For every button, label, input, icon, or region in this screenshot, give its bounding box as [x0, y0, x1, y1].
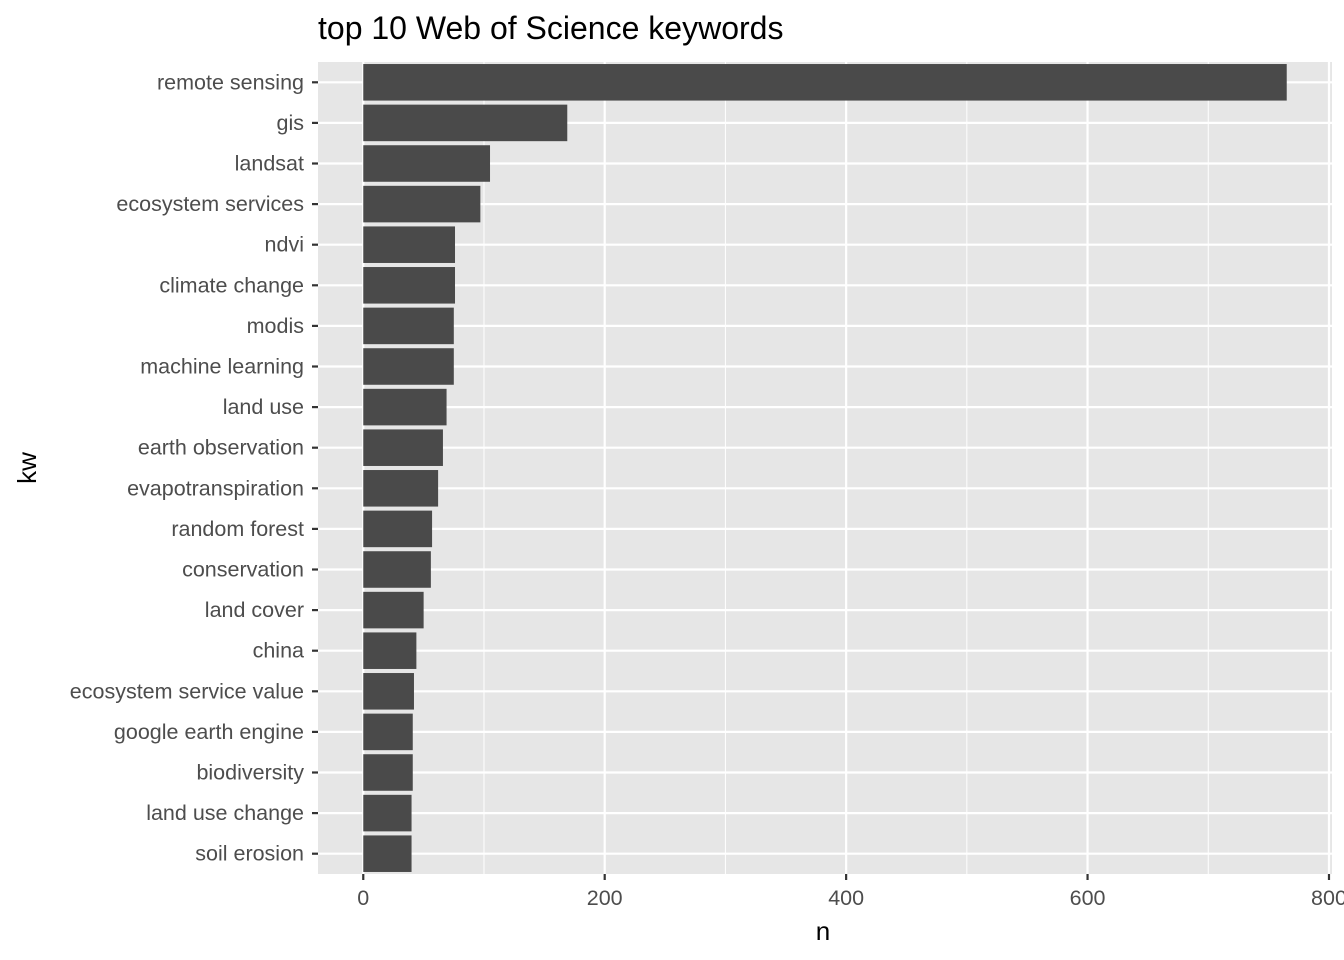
y-tick-label: biodiversity	[196, 761, 304, 785]
y-tick-label: machine learning	[140, 355, 304, 379]
x-axis: 0 200 400 600 800	[357, 874, 1344, 910]
y-tick-label: china	[253, 639, 304, 663]
bar	[363, 551, 431, 588]
y-tick-label: ecosystem service value	[70, 679, 304, 703]
bar	[363, 307, 454, 345]
chart-title: top 10 Web of Science keywords	[318, 10, 783, 46]
x-tick-label: 400	[828, 886, 864, 910]
y-tick-label: ndvi	[265, 233, 304, 257]
bar	[363, 348, 454, 385]
bar	[363, 64, 1287, 101]
bar	[363, 591, 424, 629]
y-tick-label: modis	[247, 314, 304, 338]
x-axis-title: n	[816, 916, 830, 946]
y-tick-label: climate change	[159, 273, 304, 297]
y-tick-label: ecosystem services	[116, 192, 304, 216]
bars-group	[363, 64, 1287, 872]
bar	[363, 794, 412, 832]
y-tick-label: landsat	[235, 152, 304, 176]
y-tick-label: google earth engine	[114, 720, 304, 744]
bar	[363, 754, 413, 791]
plot-panel	[318, 62, 1332, 874]
y-axis-title: kw	[12, 452, 42, 484]
bar	[363, 185, 481, 223]
bar	[363, 429, 443, 466]
y-tick-label: gis	[277, 111, 304, 135]
bar	[363, 673, 414, 710]
y-axis: remote sensing gis landsat ecosystem servic…	[70, 70, 318, 866]
y-tick-label: random forest	[171, 517, 304, 541]
y-tick-label: remote sensing	[157, 70, 304, 94]
y-tick-label: conservation	[182, 558, 304, 582]
bar	[363, 104, 568, 142]
y-tick-label: land cover	[205, 598, 304, 622]
x-tick-label: 0	[357, 886, 369, 910]
bar	[363, 267, 456, 304]
y-tick-label: soil erosion	[195, 842, 304, 866]
bar	[363, 388, 447, 426]
bar	[363, 632, 417, 669]
bar	[363, 226, 456, 263]
x-tick-label: 800	[1311, 886, 1344, 910]
y-tick-label: evapotranspiration	[127, 476, 304, 500]
bar	[363, 835, 412, 872]
y-tick-label: land use change	[146, 801, 304, 825]
x-tick-label: 200	[587, 886, 623, 910]
bar	[363, 470, 439, 507]
bar	[363, 713, 413, 751]
x-tick-label: 600	[1070, 886, 1106, 910]
bar	[363, 510, 433, 548]
grid-minor-lines	[483, 62, 1209, 874]
bar	[363, 145, 491, 182]
y-tick-label: land use	[223, 395, 304, 419]
y-tick-label: earth observation	[138, 436, 304, 460]
